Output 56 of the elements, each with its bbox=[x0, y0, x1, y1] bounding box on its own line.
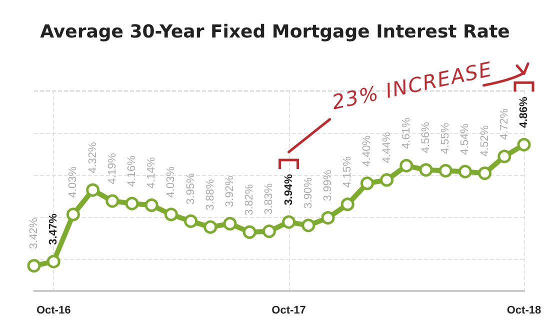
data-label: 4.40% bbox=[361, 135, 374, 167]
point bbox=[517, 138, 531, 152]
data-label: 3.47% bbox=[48, 213, 60, 245]
data-label: 4.16% bbox=[126, 155, 138, 187]
data-label: 3.95% bbox=[184, 173, 197, 204]
data-label: 3.92% bbox=[224, 176, 236, 207]
data-label: 4.86% bbox=[518, 96, 530, 128]
data-label: 3.94% bbox=[282, 174, 295, 206]
point bbox=[86, 183, 100, 197]
data-label: 4.55% bbox=[440, 122, 452, 154]
point bbox=[204, 220, 218, 234]
point bbox=[184, 214, 198, 228]
data-label: 4.56% bbox=[420, 122, 432, 154]
point bbox=[262, 224, 276, 238]
point bbox=[223, 216, 237, 230]
point bbox=[340, 198, 354, 212]
point bbox=[458, 164, 472, 178]
data-label: 3.99% bbox=[322, 170, 334, 202]
data-label: 3.42% bbox=[28, 218, 40, 250]
point bbox=[419, 163, 433, 177]
point bbox=[144, 198, 158, 212]
chart-title: Average 30-Year Fixed Mortgage Interest Rate bbox=[40, 22, 510, 42]
data-label: 4.32% bbox=[86, 142, 99, 174]
point bbox=[242, 225, 256, 239]
point bbox=[106, 194, 120, 208]
x-tick-label: Oct-16 bbox=[36, 304, 71, 316]
data-label: 3.88% bbox=[204, 178, 216, 210]
point bbox=[66, 208, 80, 222]
data-label: 4.15% bbox=[342, 156, 354, 188]
point bbox=[360, 176, 374, 190]
point bbox=[498, 150, 512, 164]
point bbox=[400, 158, 414, 172]
point bbox=[164, 208, 178, 222]
point bbox=[27, 259, 41, 273]
data-label: 4.03% bbox=[67, 166, 80, 198]
point bbox=[282, 215, 296, 229]
point bbox=[302, 218, 316, 232]
data-label: 4.14% bbox=[146, 157, 158, 188]
point bbox=[380, 173, 394, 187]
data-label: 3.82% bbox=[244, 184, 256, 216]
point bbox=[321, 211, 335, 225]
data-label: 3.83% bbox=[263, 183, 276, 215]
data-label: 4.61% bbox=[400, 118, 412, 149]
data-label: 4.19% bbox=[106, 152, 118, 184]
data-label: 4.54% bbox=[459, 123, 472, 155]
point bbox=[125, 196, 139, 210]
data-label: 4.52% bbox=[478, 125, 491, 157]
data-label: 4.03% bbox=[165, 166, 178, 198]
point bbox=[478, 166, 492, 180]
point bbox=[46, 254, 60, 268]
x-tick-label: Oct-17 bbox=[272, 304, 306, 316]
point bbox=[438, 164, 452, 178]
data-label: 4.44% bbox=[380, 132, 393, 164]
data-label: 4.72% bbox=[498, 108, 510, 140]
x-tick-label: Oct-18 bbox=[506, 304, 542, 316]
data-label: 3.90% bbox=[302, 177, 314, 209]
